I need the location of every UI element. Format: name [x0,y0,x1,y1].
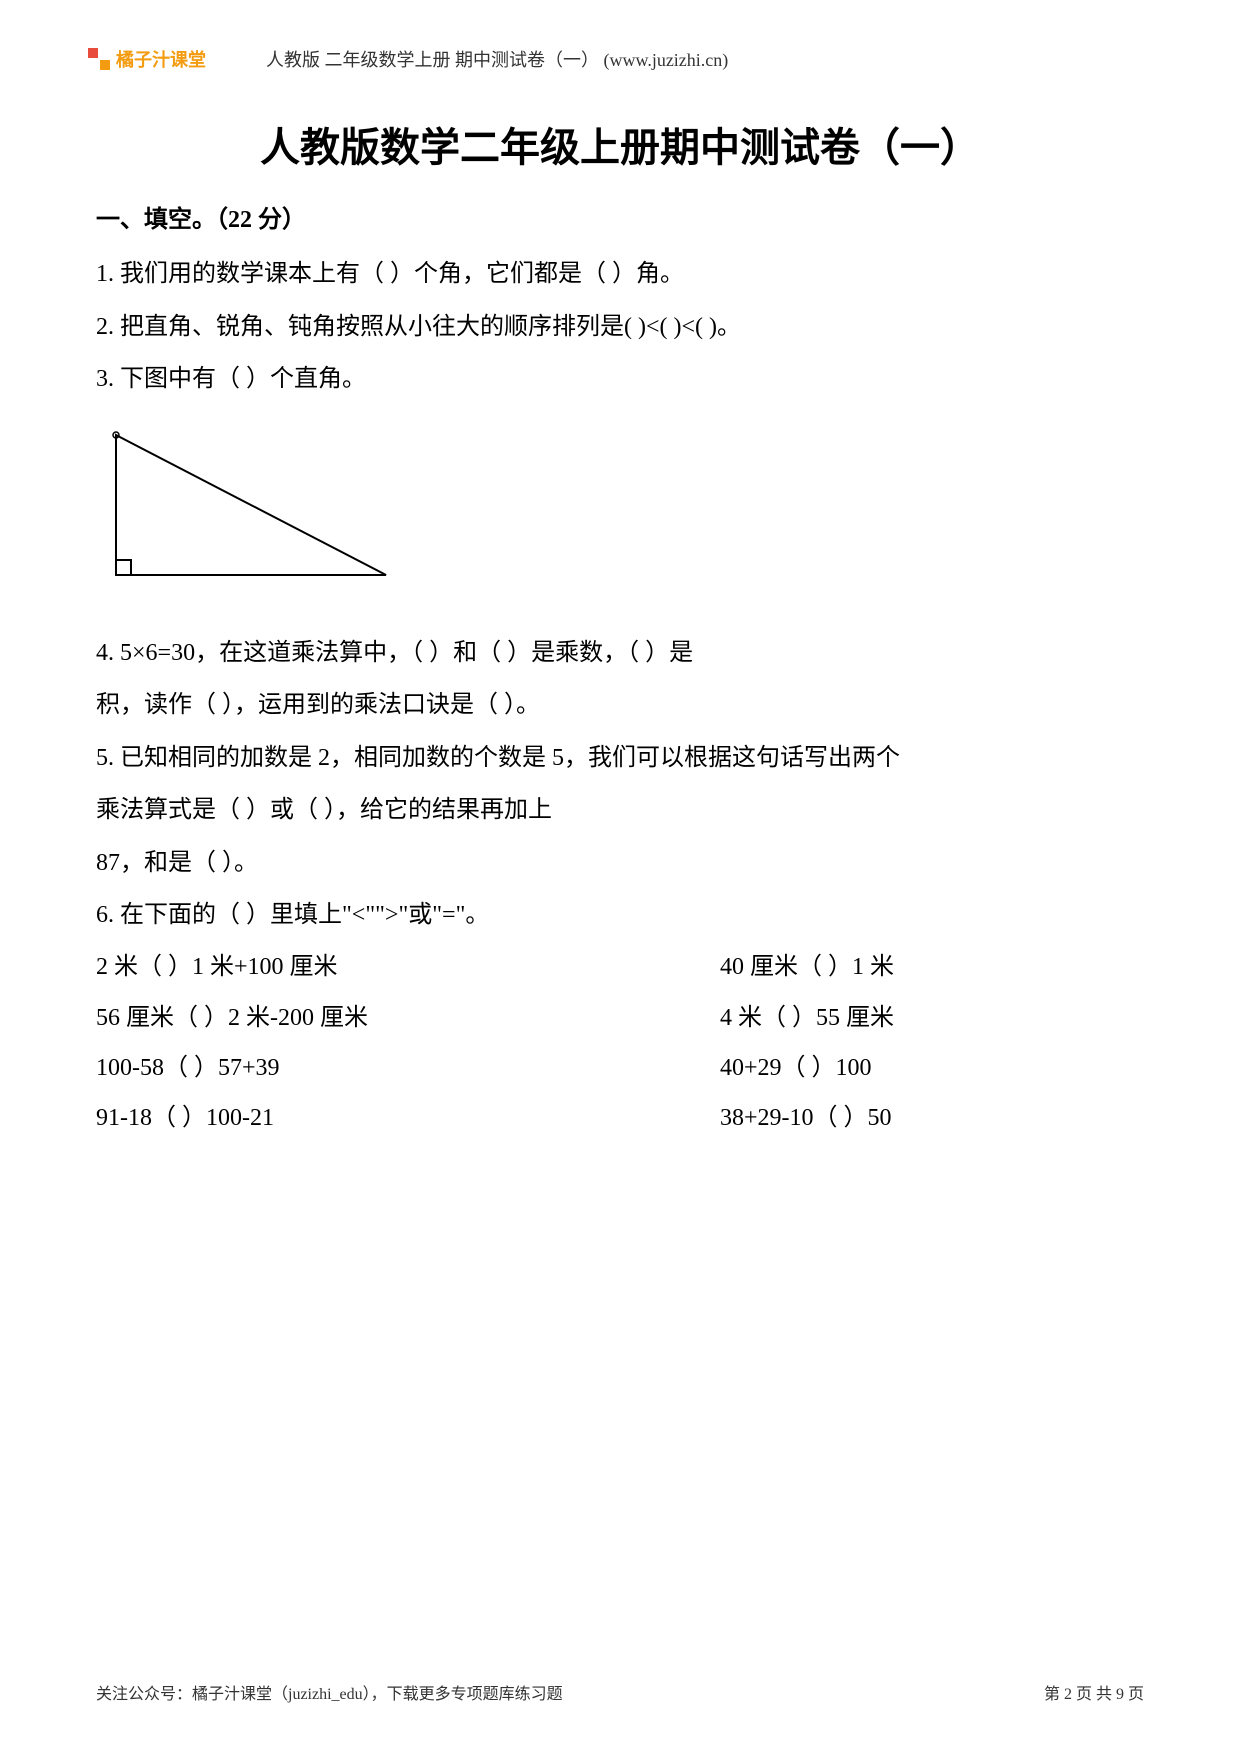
question-2: 2. 把直角、锐角、钝角按照从小往大的顺序排列是( )<( )<( )。 [96,302,1144,352]
page-footer: 关注公众号：橘子汁课堂（juzizhi_edu），下载更多专项题库练习题 第 2… [96,1680,1144,1704]
section-1-title: 一、填空。（22 分） [96,195,1144,245]
compare-4-right: 38+29-10（ ）50 [620,1093,1144,1143]
logo: 橘子汁课堂 [88,46,206,72]
content-area: 一、填空。（22 分） 1. 我们用的数学课本上有（ ）个角，它们都是（ ）角。… [96,195,1144,1144]
question-5-line3: 87，和是（ ）。 [96,838,1144,888]
question-4-line1: 4. 5×6=30，在这道乘法算中，（ ）和（ ）是乘数，（ ）是 [96,628,1144,678]
compare-3-right: 40+29（ ）100 [620,1043,1144,1093]
question-3: 3. 下图中有（ ）个直角。 [96,354,1144,404]
compare-1-right: 40 厘米（ ）1 米 [620,942,1144,992]
compare-2-right: 4 米（ ）55 厘米 [620,993,1144,1043]
logo-icon [88,48,110,70]
question-1: 1. 我们用的数学课本上有（ ）个角，它们都是（ ）角。 [96,249,1144,299]
page-header: 橘子汁课堂 人教版 二年级数学上册 期中测试卷（一） (www.juzizhi.… [0,46,1240,72]
logo-text: 橘子汁课堂 [116,46,206,72]
triangle-svg [96,425,406,590]
question-5-line2: 乘法算式是（ ）或（ ），给它的结果再加上 [96,785,1144,835]
question-5-line1: 5. 已知相同的加数是 2，相同加数的个数是 5，我们可以根据这句话写出两个 [96,733,1144,783]
compare-2-left: 56 厘米（ ）2 米-200 厘米 [96,993,620,1043]
compare-1-left: 2 米（ ）1 米+100 厘米 [96,942,620,992]
compare-3-left: 100-58（ ）57+39 [96,1043,620,1093]
footer-right: 第 2 页 共 9 页 [1044,1680,1144,1704]
footer-left: 关注公众号：橘子汁课堂（juzizhi_edu），下载更多专项题库练习题 [96,1680,563,1704]
header-title: 人教版 二年级数学上册 期中测试卷（一） (www.juzizhi.cn) [266,46,728,72]
main-title: 人教版数学二年级上册期中测试卷（一） [0,115,1240,173]
right-angle-marker [116,560,131,575]
question-4-line2: 积，读作（ ），运用到的乘法口诀是（ ）。 [96,680,1144,730]
question-6-title: 6. 在下面的（ ）里填上"<"">"或"="。 [96,890,1144,940]
triangle-shape [116,435,386,575]
triangle-figure [96,425,1144,608]
compare-grid: 2 米（ ）1 米+100 厘米 40 厘米（ ）1 米 56 厘米（ ）2 米… [96,942,1144,1144]
compare-4-left: 91-18（ ）100-21 [96,1093,620,1143]
